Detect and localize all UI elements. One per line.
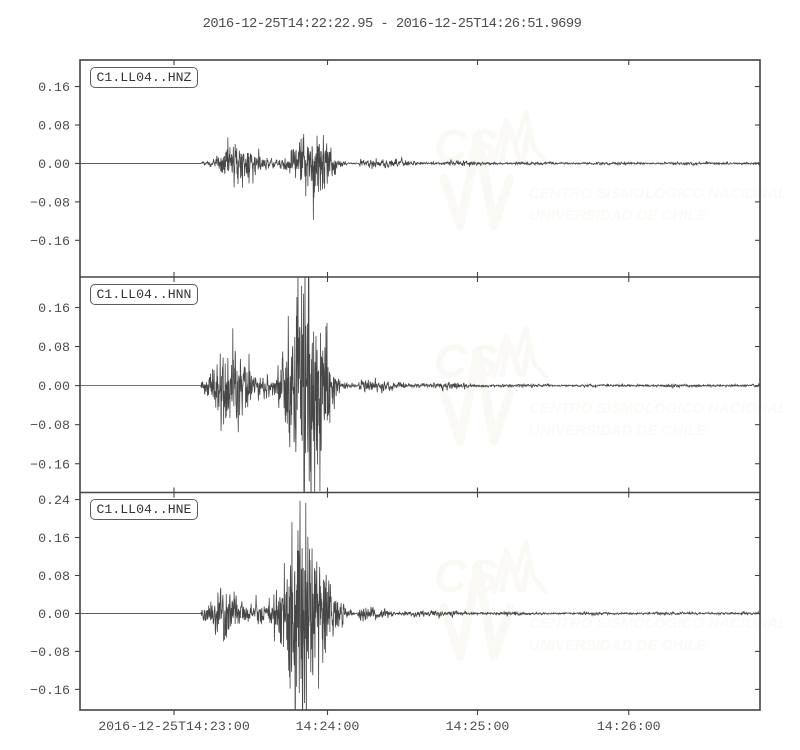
svg-text:0.16: 0.16 <box>38 80 70 95</box>
svg-text:14:24:00: 14:24:00 <box>296 719 360 734</box>
svg-text:0.16: 0.16 <box>38 531 70 546</box>
svg-text:0.00: 0.00 <box>38 607 70 622</box>
svg-text:−0.16: −0.16 <box>30 683 70 698</box>
svg-text:0.08: 0.08 <box>38 569 70 584</box>
svg-text:0.00: 0.00 <box>38 157 70 172</box>
svg-text:−0.16: −0.16 <box>30 457 70 472</box>
svg-text:14:25:00: 14:25:00 <box>446 719 510 734</box>
svg-text:0.08: 0.08 <box>38 119 70 134</box>
svg-text:0.08: 0.08 <box>38 340 70 355</box>
svg-text:0.24: 0.24 <box>38 493 70 508</box>
svg-text:−0.08: −0.08 <box>30 418 70 433</box>
svg-text:−0.08: −0.08 <box>30 195 70 210</box>
svg-text:−0.16: −0.16 <box>30 234 70 249</box>
svg-text:−0.08: −0.08 <box>30 645 70 660</box>
svg-text:0.16: 0.16 <box>38 301 70 316</box>
svg-text:0.00: 0.00 <box>38 379 70 394</box>
svg-text:14:26:00: 14:26:00 <box>597 719 661 734</box>
svg-text:2016-12-25T14:23:00: 2016-12-25T14:23:00 <box>98 719 250 734</box>
